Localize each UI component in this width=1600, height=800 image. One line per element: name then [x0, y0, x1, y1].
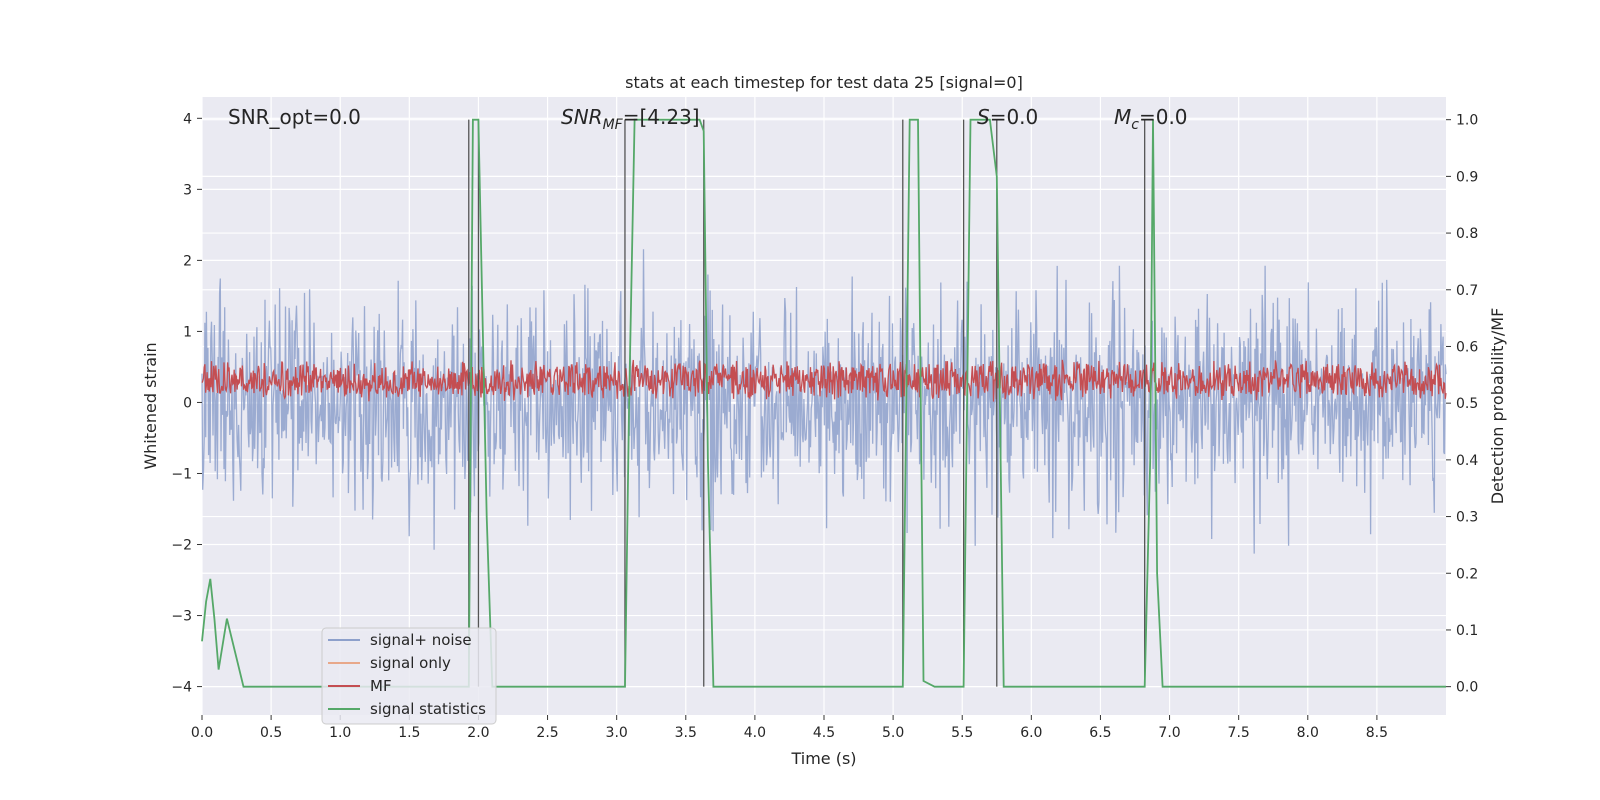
legend-box: [321, 627, 497, 725]
y-tick-label: 1: [183, 324, 192, 340]
legend-label-signal-noise: signal+ noise: [370, 631, 472, 649]
x-tick-label: 4.0: [744, 725, 766, 741]
x-tick-label: 8.5: [1366, 725, 1388, 741]
x-tick-label: 2.0: [467, 725, 489, 741]
x-tick-label: 1.5: [398, 725, 420, 741]
x-axis-ticks: 0.0 0.5 1.0 1.5 2.0 2.5 3.0 3.5 4.0 4.5 5.0 5.5 6.0 6…: [191, 715, 1388, 741]
x-tick-label: 0.5: [260, 725, 282, 741]
chart-title: stats at each timestep for test data 25 …: [625, 73, 1023, 92]
y-tick-label: −3: [171, 609, 192, 625]
x-tick-label: 5.0: [882, 725, 904, 741]
y-right-tick-label: 0.4: [1456, 453, 1478, 469]
legend-label-mf: MF: [370, 677, 392, 695]
legend-label-signal-only: signal only: [370, 654, 451, 672]
mc-annotation: Mc=0.0: [1114, 105, 1188, 133]
y-right-axis-label: Detection probability/MF: [1488, 308, 1507, 505]
y-tick-label: 4: [183, 111, 192, 127]
mf-series: [201, 359, 1447, 402]
y-right-tick-label: 1.0: [1456, 113, 1478, 129]
x-tick-label: 5.5: [951, 725, 973, 741]
y-tick-label: 0: [183, 395, 192, 411]
x-tick-label: 3.5: [675, 725, 697, 741]
mf-line: [201, 359, 1447, 402]
s-annotation: S=0.0: [977, 105, 1038, 129]
y-right-tick-label: 0.8: [1456, 226, 1478, 242]
x-tick-label: 4.5: [813, 725, 835, 741]
x-tick-label: 6.0: [1020, 725, 1042, 741]
y-right-tick-label: 0.9: [1456, 169, 1478, 185]
y-right-axis-ticks: 1.0 0.9 0.8 0.7 0.6 0.5 0.4 0.3 0.2 0.1 0.0: [1446, 113, 1478, 696]
x-tick-label: 2.5: [536, 725, 558, 741]
legend-label-signal-statistics: signal statistics: [370, 700, 486, 718]
y-right-tick-label: 0.0: [1456, 680, 1478, 696]
y-right-tick-label: 0.2: [1456, 566, 1478, 582]
y-tick-label: 2: [183, 253, 192, 269]
y-tick-label: −2: [171, 538, 192, 554]
legend: signal+ noise signal only MF signal stat…: [321, 627, 497, 725]
signal-noise-line: [201, 249, 1447, 554]
x-tick-label: 8.0: [1297, 725, 1319, 741]
x-tick-label: 7.5: [1228, 725, 1250, 741]
y-right-tick-label: 0.7: [1456, 283, 1478, 299]
y-tick-label: 3: [183, 182, 192, 198]
snr-opt-annotation: SNR_opt=0.0: [228, 105, 361, 129]
signal-statistics-series: [201, 118, 1446, 688]
x-axis-label: Time (s): [790, 749, 856, 768]
x-tick-label: 6.5: [1089, 725, 1111, 741]
snr-mf-annotation: SNRMF=[4.23]: [561, 105, 700, 133]
y-axis-label: Whitened strain: [141, 342, 160, 469]
y-tick-label: −4: [171, 680, 192, 696]
x-tick-label: 1.0: [329, 725, 351, 741]
signal-noise-series: [201, 249, 1447, 554]
y-right-tick-label: 0.5: [1456, 396, 1478, 412]
y-tick-label: −1: [171, 466, 192, 482]
y-right-tick-label: 0.3: [1456, 510, 1478, 526]
x-tick-label: 7.0: [1158, 725, 1180, 741]
y-right-tick-label: 0.6: [1456, 339, 1478, 355]
vertical-markers: [468, 119, 1146, 687]
signal-statistics-line: [201, 118, 1446, 688]
x-tick-label: 3.0: [606, 725, 628, 741]
x-tick-label: 0.0: [191, 725, 213, 741]
y-right-tick-label: 0.1: [1456, 623, 1478, 639]
y-axis-ticks: 4 3 2 1 0 −1 −2 −3 −4: [171, 111, 202, 696]
